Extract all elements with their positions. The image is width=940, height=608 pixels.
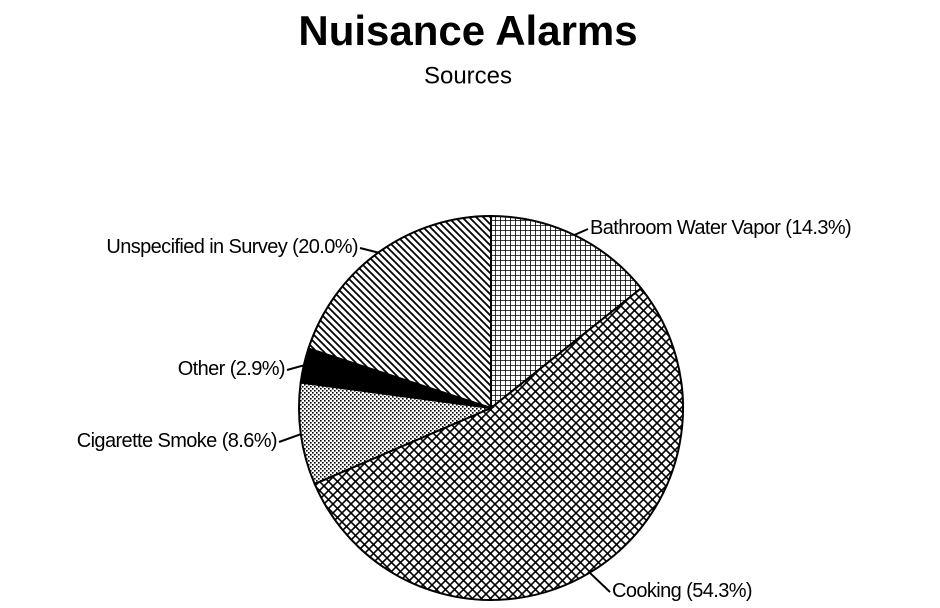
slice-name: Other — [178, 358, 226, 380]
slice-value-label: (14.3%) — [785, 217, 851, 239]
leader-line — [278, 433, 302, 443]
slice-label: Cooking (54.3%) — [612, 580, 752, 602]
leader-line — [359, 247, 379, 254]
slice-name: Bathroom Water Vapor — [590, 217, 781, 239]
pie-slice — [490, 214, 643, 411]
slice-value-label: (2.9%) — [230, 358, 285, 380]
leader-line — [573, 228, 589, 236]
chart-subtitle: Sources — [424, 62, 512, 89]
slice-value-label: (8.6%) — [222, 430, 277, 452]
pie-slice — [313, 286, 684, 601]
slice-label: Bathroom Water Vapor (14.3%) — [590, 217, 851, 239]
slice-value-label: (54.3%) — [686, 580, 752, 602]
chart-title: Nuisance Alarms — [298, 7, 637, 54]
leader-line — [588, 571, 611, 593]
pie-slice — [307, 214, 492, 410]
slice-name: Cooking — [612, 580, 681, 602]
slice-name: Cigarette Smoke — [77, 430, 217, 452]
pie-slice — [298, 381, 495, 486]
slice-value-label: (20.0%) — [292, 236, 358, 258]
leader-line — [286, 364, 305, 371]
slice-label: Unspecified in Survey (20.0%) — [106, 236, 358, 258]
slice-name: Unspecified in Survey — [106, 236, 287, 258]
slice-label: Cigarette Smoke (8.6%) — [77, 430, 277, 452]
slice-label: Other (2.9%) — [178, 358, 285, 380]
